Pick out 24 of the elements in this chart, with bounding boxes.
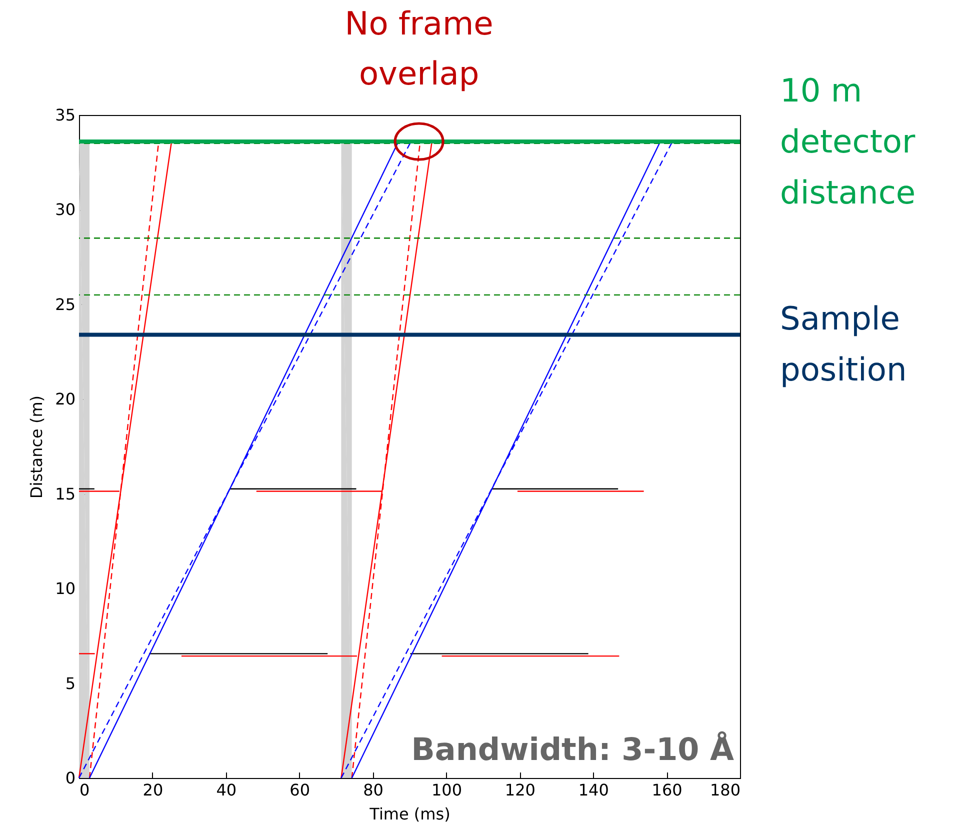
x-tick-label: 40 — [216, 780, 237, 800]
y-tick-label: 10 — [55, 579, 76, 598]
x-tick-label: 100 — [431, 780, 462, 800]
x-tick-label: 160 — [652, 780, 682, 800]
y-tick-label: 25 — [55, 294, 76, 314]
y-tick-label: 35 — [55, 106, 76, 124]
y-tick-label: 30 — [55, 200, 76, 220]
x-tick-label: 80 — [363, 780, 384, 800]
y-axis-title: Distance (m) — [27, 395, 46, 499]
y-tick-label: 15 — [55, 484, 76, 504]
y-tick-label: 5 — [65, 674, 76, 693]
x-tick-label: 180 — [710, 780, 740, 800]
x-tick-label: 140 — [578, 780, 609, 800]
annotation: No frame overlap — [344, 4, 494, 93]
x-axis-title: Time (ms) — [368, 804, 450, 824]
x-tick-label: 0 — [80, 780, 90, 800]
ref-line-label: Sample position — [780, 300, 907, 389]
x-tick-label: 20 — [142, 780, 164, 800]
ref-line-label: 10 m detector distance — [780, 72, 916, 212]
y-tick-label: 20 — [55, 390, 76, 409]
annotation: Bandwidth: 3-10 Å — [411, 731, 734, 768]
x-tick-label: 60 — [290, 780, 310, 800]
x-tick-label: 120 — [504, 780, 536, 800]
y-tick-label: 0 — [65, 768, 76, 788]
